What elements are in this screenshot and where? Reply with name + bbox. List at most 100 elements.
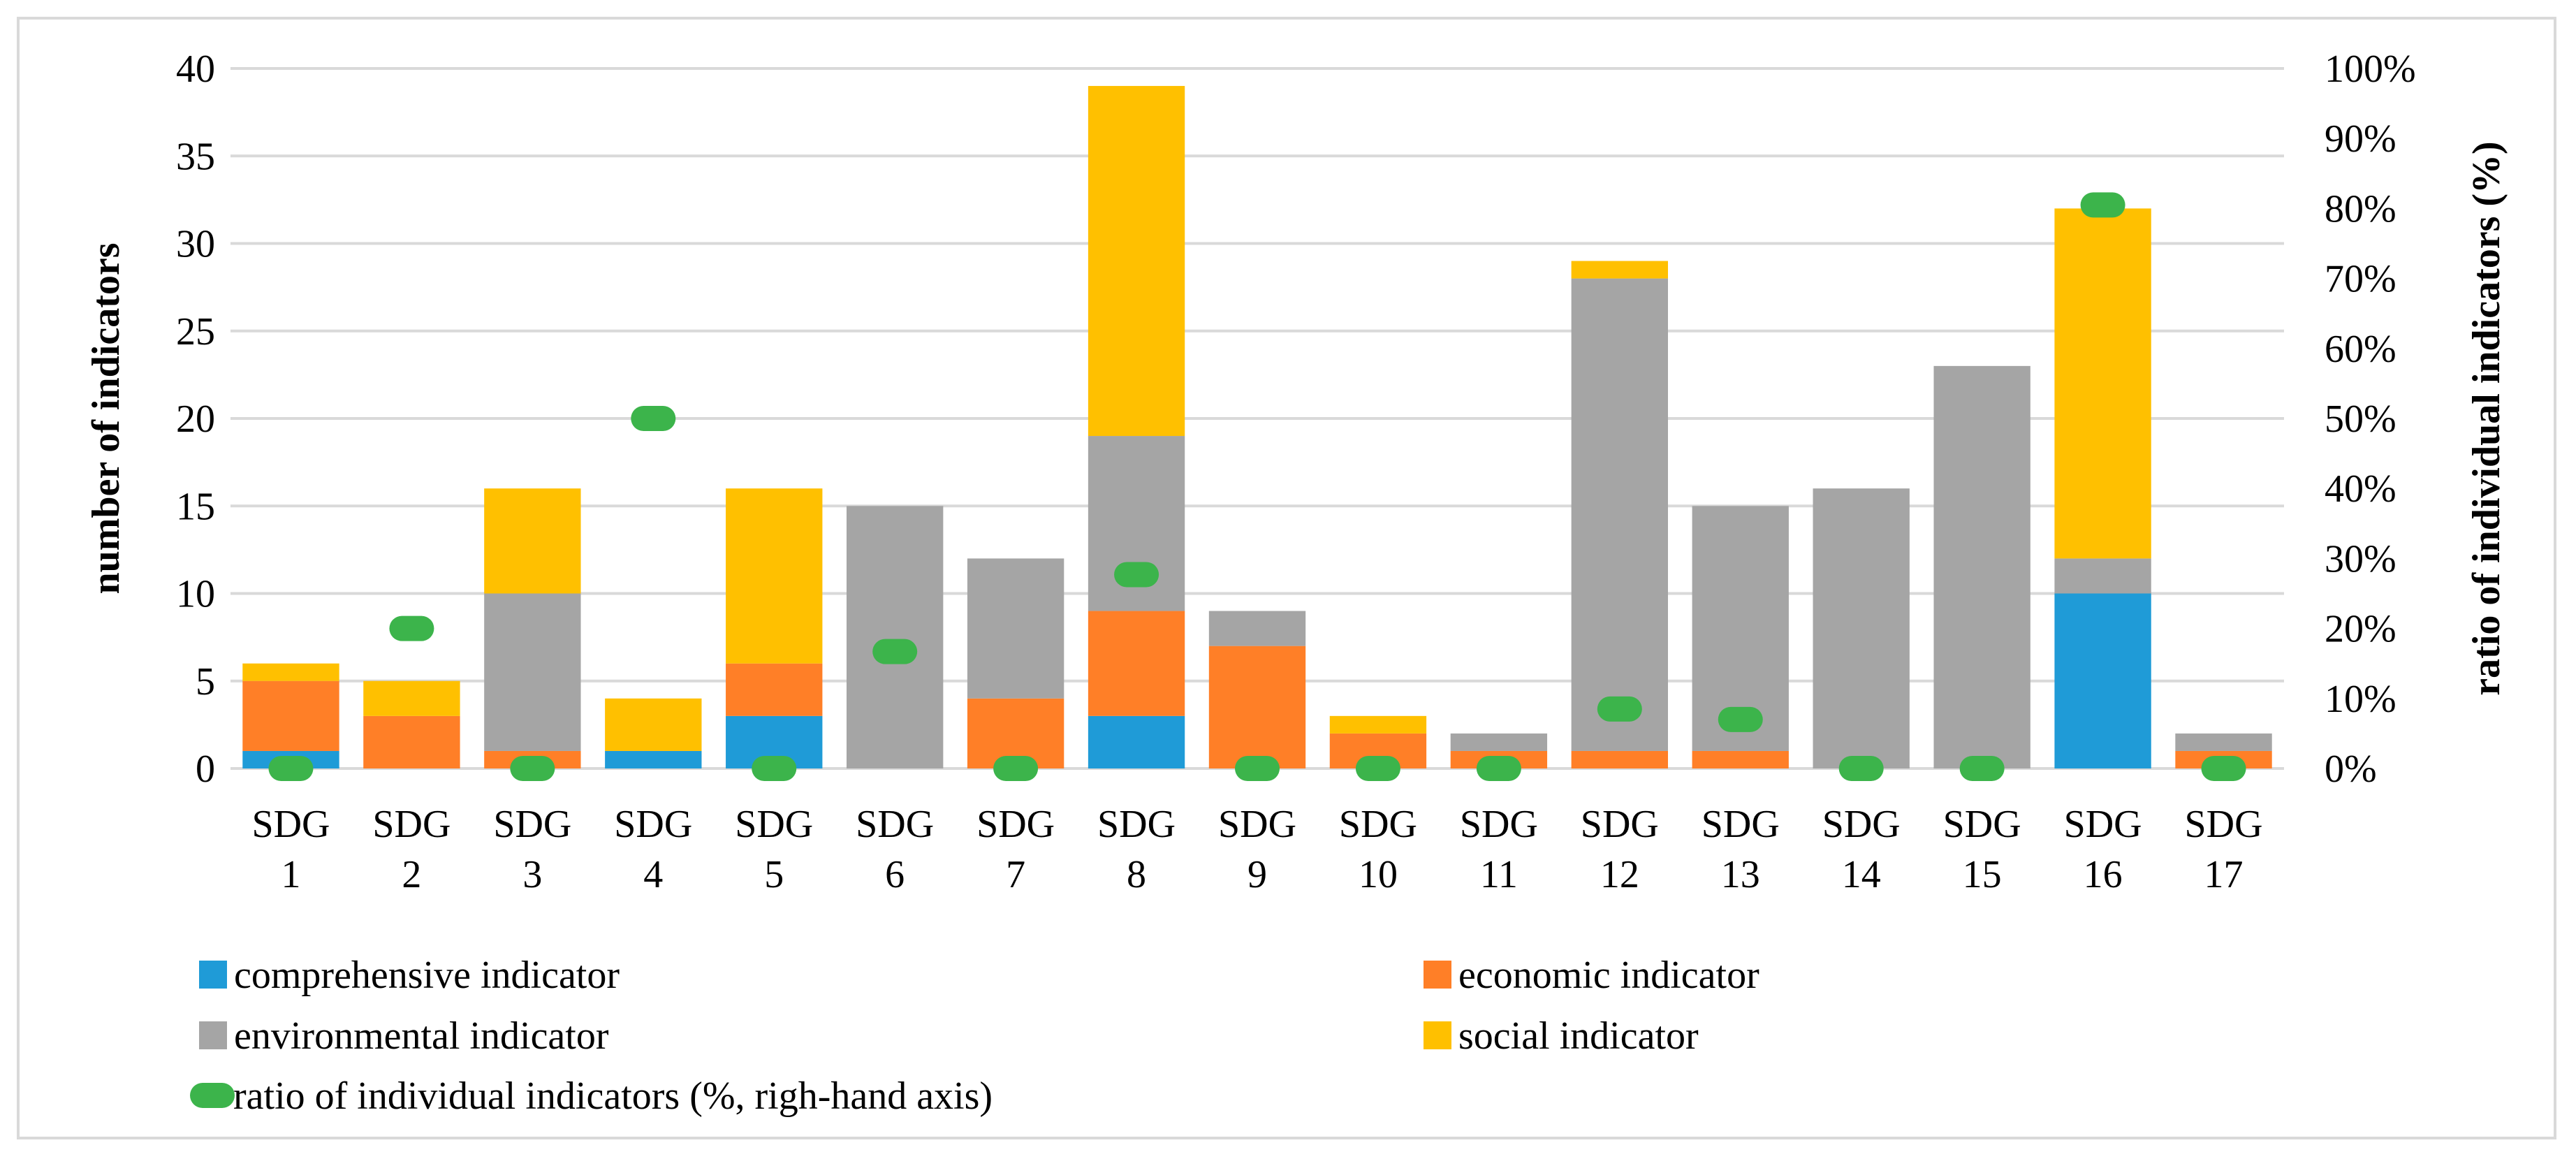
x-tick-label: 7 bbox=[1006, 853, 1025, 896]
x-tick-label: SDG bbox=[1460, 803, 1538, 846]
ratio-marker bbox=[1959, 756, 2005, 781]
x-tick-label: 14 bbox=[1842, 853, 1881, 896]
x-tick-label: 15 bbox=[1963, 853, 2002, 896]
x-tick-label: SDG bbox=[976, 803, 1055, 846]
ratio-marker bbox=[510, 756, 555, 781]
y2-axis-title: ratio of individual indicators (%) bbox=[2465, 141, 2508, 695]
axes: 05101520253035400%10%20%30%40%50%60%70%8… bbox=[85, 48, 2508, 896]
legend-label: environmental indicator bbox=[234, 1014, 609, 1058]
bar-social-indicator bbox=[484, 488, 581, 594]
x-tick-label: SDG bbox=[856, 803, 934, 846]
x-tick-label: 4 bbox=[643, 853, 663, 896]
x-tick-label: SDG bbox=[614, 803, 692, 846]
x-tick-label: SDG bbox=[372, 803, 451, 846]
bar-economic-indicator bbox=[1692, 750, 1789, 768]
y-axis-title: number of indicators bbox=[85, 243, 128, 595]
bar-environmental-indicator bbox=[847, 506, 944, 768]
bar-comprehensive-indicator bbox=[1088, 715, 1185, 768]
y2-tick-label: 50% bbox=[2325, 398, 2396, 441]
bar-social-indicator bbox=[605, 698, 702, 751]
x-tick-label: SDG bbox=[2064, 803, 2142, 846]
x-tick-label: 12 bbox=[1600, 853, 1639, 896]
legend-label: social indicator bbox=[1458, 1014, 1699, 1058]
bar-comprehensive-indicator bbox=[2054, 593, 2151, 768]
y2-tick-label: 10% bbox=[2325, 678, 2396, 721]
ratio-marker bbox=[993, 756, 1039, 781]
y2-tick-label: 30% bbox=[2325, 537, 2396, 581]
ratio-marker bbox=[1597, 696, 1642, 722]
x-tick-label: SDG bbox=[1943, 803, 2021, 846]
y-tick-label: 20 bbox=[176, 398, 215, 441]
bar-social-indicator bbox=[1329, 715, 1427, 734]
legend: comprehensive indicator economic indicato… bbox=[190, 954, 1759, 1118]
x-tick-label: SDG bbox=[2185, 803, 2263, 846]
bar-environmental-indicator bbox=[1208, 611, 1306, 646]
bar-social-indicator bbox=[726, 488, 823, 664]
bar-economic-indicator bbox=[242, 680, 339, 751]
x-tick-label: 6 bbox=[885, 853, 905, 896]
y2-tick-label: 90% bbox=[2325, 117, 2396, 161]
bar-economic-indicator bbox=[726, 663, 823, 716]
y-tick-label: 30 bbox=[176, 223, 215, 266]
legend-swatch bbox=[199, 1021, 227, 1049]
y-tick-label: 40 bbox=[176, 48, 215, 91]
y-tick-label: 15 bbox=[176, 485, 215, 528]
x-tick-label: 11 bbox=[1480, 853, 1518, 896]
bar-environmental-indicator bbox=[2054, 558, 2151, 594]
x-tick-label: 2 bbox=[402, 853, 421, 896]
legend-label: comprehensive indicator bbox=[234, 954, 620, 997]
x-tick-label: SDG bbox=[493, 803, 571, 846]
ratio-marker bbox=[1235, 756, 1280, 781]
x-tick-label: 5 bbox=[764, 853, 784, 896]
x-tick-label: 17 bbox=[2204, 853, 2244, 896]
y2-tick-label: 40% bbox=[2325, 467, 2396, 511]
x-tick-label: SDG bbox=[1581, 803, 1659, 846]
legend-swatch bbox=[1424, 961, 1451, 989]
x-tick-label: 3 bbox=[522, 853, 542, 896]
bar-environmental-indicator bbox=[967, 558, 1064, 699]
y2-tick-label: 70% bbox=[2325, 258, 2396, 301]
ratio-marker bbox=[2080, 192, 2125, 218]
bar-social-indicator bbox=[363, 680, 460, 716]
y2-tick-label: 100% bbox=[2325, 48, 2416, 91]
legend-label: ratio of individual indicators (%, righ-… bbox=[233, 1074, 993, 1118]
x-tick-label: 16 bbox=[2084, 853, 2123, 896]
x-tick-label: SDG bbox=[735, 803, 813, 846]
ratio-marker bbox=[631, 406, 676, 431]
y-tick-label: 0 bbox=[196, 748, 215, 791]
legend-swatch bbox=[190, 1083, 235, 1108]
bar-environmental-indicator bbox=[2175, 733, 2272, 751]
y-tick-label: 10 bbox=[176, 573, 215, 616]
bar-social-indicator bbox=[1571, 261, 1668, 279]
x-tick-label: SDG bbox=[1822, 803, 1901, 846]
x-tick-label: 13 bbox=[1721, 853, 1760, 896]
x-tick-label: SDG bbox=[1218, 803, 1296, 846]
bar-social-indicator bbox=[1088, 86, 1185, 437]
ratio-marker bbox=[1718, 706, 1763, 732]
x-tick-label: 1 bbox=[281, 853, 300, 896]
x-tick-label: 10 bbox=[1359, 853, 1398, 896]
legend-swatch bbox=[199, 961, 227, 989]
ratio-marker bbox=[389, 615, 434, 641]
bar-environmental-indicator bbox=[1813, 488, 1910, 768]
y2-tick-label: 0% bbox=[2325, 748, 2377, 791]
legend-swatch bbox=[1424, 1021, 1451, 1049]
x-tick-label: 8 bbox=[1127, 853, 1146, 896]
legend-label: economic indicator bbox=[1458, 954, 1759, 997]
ratio-marker bbox=[1355, 756, 1400, 781]
ratio-marker bbox=[872, 639, 918, 664]
bar-environmental-indicator bbox=[1933, 365, 2030, 768]
y2-tick-label: 20% bbox=[2325, 608, 2396, 651]
x-tick-label: 9 bbox=[1247, 853, 1267, 896]
bar-economic-indicator bbox=[1208, 646, 1306, 768]
bar-comprehensive-indicator bbox=[605, 750, 702, 768]
ratio-marker bbox=[2201, 756, 2246, 781]
ratio-marker bbox=[1476, 756, 1521, 781]
bar-social-indicator bbox=[242, 663, 339, 681]
x-tick-label: SDG bbox=[1702, 803, 1780, 846]
y2-tick-label: 60% bbox=[2325, 328, 2396, 371]
ratio-marker bbox=[1838, 756, 1884, 781]
y-tick-label: 25 bbox=[176, 310, 215, 353]
ratio-marker bbox=[752, 756, 797, 781]
